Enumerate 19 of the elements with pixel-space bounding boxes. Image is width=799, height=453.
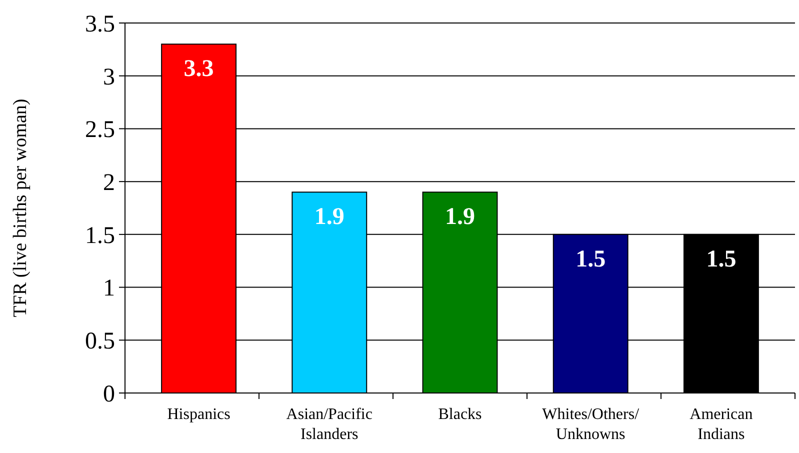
- x-tick-label: Asian/Pacific Islanders: [286, 406, 372, 443]
- data-label: 1.9: [314, 204, 344, 230]
- y-tick-label: 0: [103, 381, 115, 408]
- x-tick-label: Hispanics: [167, 406, 230, 423]
- y-tick-label: 1: [103, 276, 115, 302]
- data-label: 1.9: [445, 204, 475, 230]
- data-label: 1.5: [576, 246, 606, 272]
- data-label: 3.3: [184, 56, 214, 82]
- y-tick-label: 2: [103, 170, 115, 196]
- y-tick-label: 2.5: [85, 117, 115, 144]
- x-tick-label: American Indians: [690, 406, 753, 443]
- x-tick-label: Whites/Others/Unknowns: [542, 406, 640, 443]
- data-label: 1.5: [706, 246, 736, 272]
- y-tick-label: 1.5: [85, 222, 115, 249]
- x-tick-label: Blacks: [438, 406, 482, 423]
- y-tick-label: 3.5: [85, 11, 115, 38]
- y-axis-title: TFR (live births per woman): [10, 98, 31, 318]
- y-tick-label: 3: [103, 64, 115, 90]
- y-tick-label: 0.5: [85, 328, 115, 355]
